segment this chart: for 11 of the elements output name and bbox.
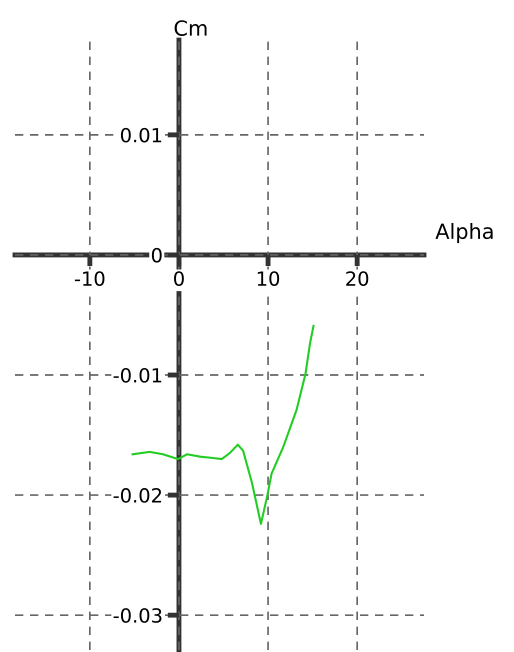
x-tick-label: -10 (74, 271, 104, 286)
y-tick-label: 0 (152, 248, 162, 263)
x-tick-label: 0 (174, 271, 184, 286)
y-tick-label: -0.03 (114, 608, 162, 623)
y-tick-label: -0.02 (114, 488, 162, 503)
x-tick-label: 10 (258, 271, 280, 286)
x-axis-title: Alpha (435, 223, 493, 244)
y-tick-label: 0.01 (120, 128, 162, 143)
x-tick-label: 20 (346, 271, 368, 286)
y-axis-title: Cm (174, 20, 207, 36)
y-tick-label: -0.01 (114, 368, 162, 383)
